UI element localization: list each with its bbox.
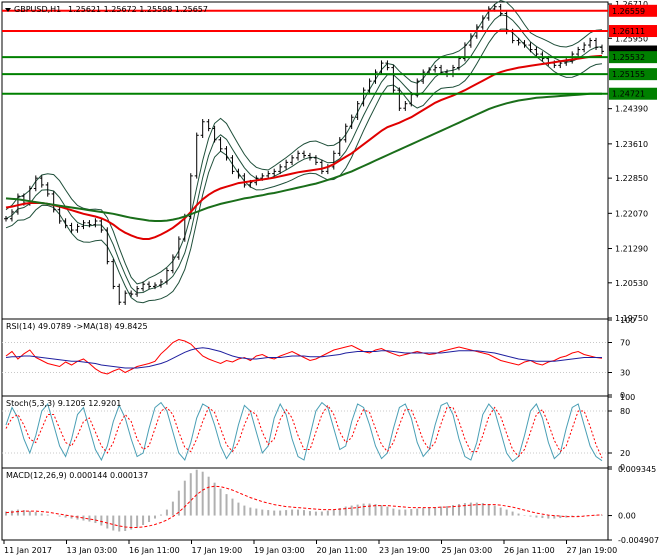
- stoch-title: Stoch(5,3,3) 9.1205 12.9201: [6, 399, 121, 408]
- price-tick-label: 1.24390: [615, 105, 648, 114]
- time-tick-label: 23 Jan 19:00: [379, 546, 430, 555]
- level-label: 1.26559: [612, 7, 645, 16]
- macd-title: MACD(12,26,9) 0.000144 0.000137: [6, 471, 148, 480]
- price-tick-label: 1.22850: [615, 174, 648, 183]
- rsi-tick-label: 70: [620, 339, 630, 348]
- price-tick-label: 1.22070: [615, 209, 648, 218]
- time-tick-label: 20 Jan 11:00: [317, 546, 368, 555]
- ma-green-line: [5, 92, 602, 222]
- level-label: 1.24721: [612, 90, 645, 99]
- rsi-ma-line: [5, 347, 602, 369]
- rsi-title: RSI(14) 49.0789 ->MA(18) 49.8425: [6, 322, 148, 331]
- level-label: 1.25155: [612, 70, 645, 79]
- time-tick-label: 13 Jan 03:00: [67, 546, 118, 555]
- level-label-box: [609, 4, 657, 17]
- time-tick-label: 16 Jan 11:00: [129, 546, 180, 555]
- time-tick-label: 19 Jan 03:00: [254, 546, 305, 555]
- symbol-label: GBPUSD,H1: [14, 5, 61, 14]
- level-label-box: [609, 68, 657, 81]
- macd-tick-label: 0.009345: [618, 465, 656, 474]
- ma-red-line: [5, 54, 603, 240]
- macd-tick-label: -0.004907: [618, 536, 659, 545]
- stoch-tick-label: 80: [620, 407, 630, 416]
- bollinger-upper: [5, 0, 603, 285]
- time-tick-label: 25 Jan 03:00: [442, 546, 493, 555]
- price-tick-label: 1.23610: [615, 140, 648, 149]
- bollinger-lower: [5, 28, 603, 304]
- rsi-line: [5, 338, 603, 375]
- chart-frame: [1, 1, 609, 541]
- price-tick-label: 1.19750: [615, 314, 648, 323]
- rsi-tick-label: 30: [620, 369, 630, 378]
- price-tick-label: 1.26710: [615, 0, 648, 9]
- macd-signal-line: [5, 485, 603, 528]
- level-label: 1.25532: [612, 53, 645, 62]
- price-tick-label: 1.25950: [615, 34, 648, 43]
- time-tick-label: 26 Jan 11:00: [504, 546, 555, 555]
- rsi-tick-label: 0: [620, 391, 625, 400]
- price-tick-label: 1.21290: [615, 245, 648, 254]
- stoch-tick-label: 20: [620, 449, 630, 458]
- level-label-box: [609, 25, 657, 38]
- time-tick-label: 11 Jan 2017: [4, 546, 52, 555]
- time-tick-label: 27 Jan 19:00: [567, 546, 618, 555]
- ohlc-values: 1.25621 1.25672 1.25598 1.25657: [68, 5, 208, 14]
- level-label-box: [609, 51, 657, 64]
- menu-triangle-icon[interactable]: [5, 8, 11, 12]
- level-label-box: [609, 87, 657, 100]
- stoch-tick-label: 100: [620, 393, 635, 402]
- level-label: 1.26111: [612, 27, 645, 36]
- time-tick-label: 17 Jan 19:00: [192, 546, 243, 555]
- stoch-tick-label: 0: [620, 463, 625, 472]
- price-tick-label: 1.20530: [615, 279, 648, 288]
- stoch-signal-line: [5, 404, 603, 459]
- macd-tick-label: 0.00: [618, 512, 636, 521]
- rsi-tick-label: 100: [620, 316, 635, 325]
